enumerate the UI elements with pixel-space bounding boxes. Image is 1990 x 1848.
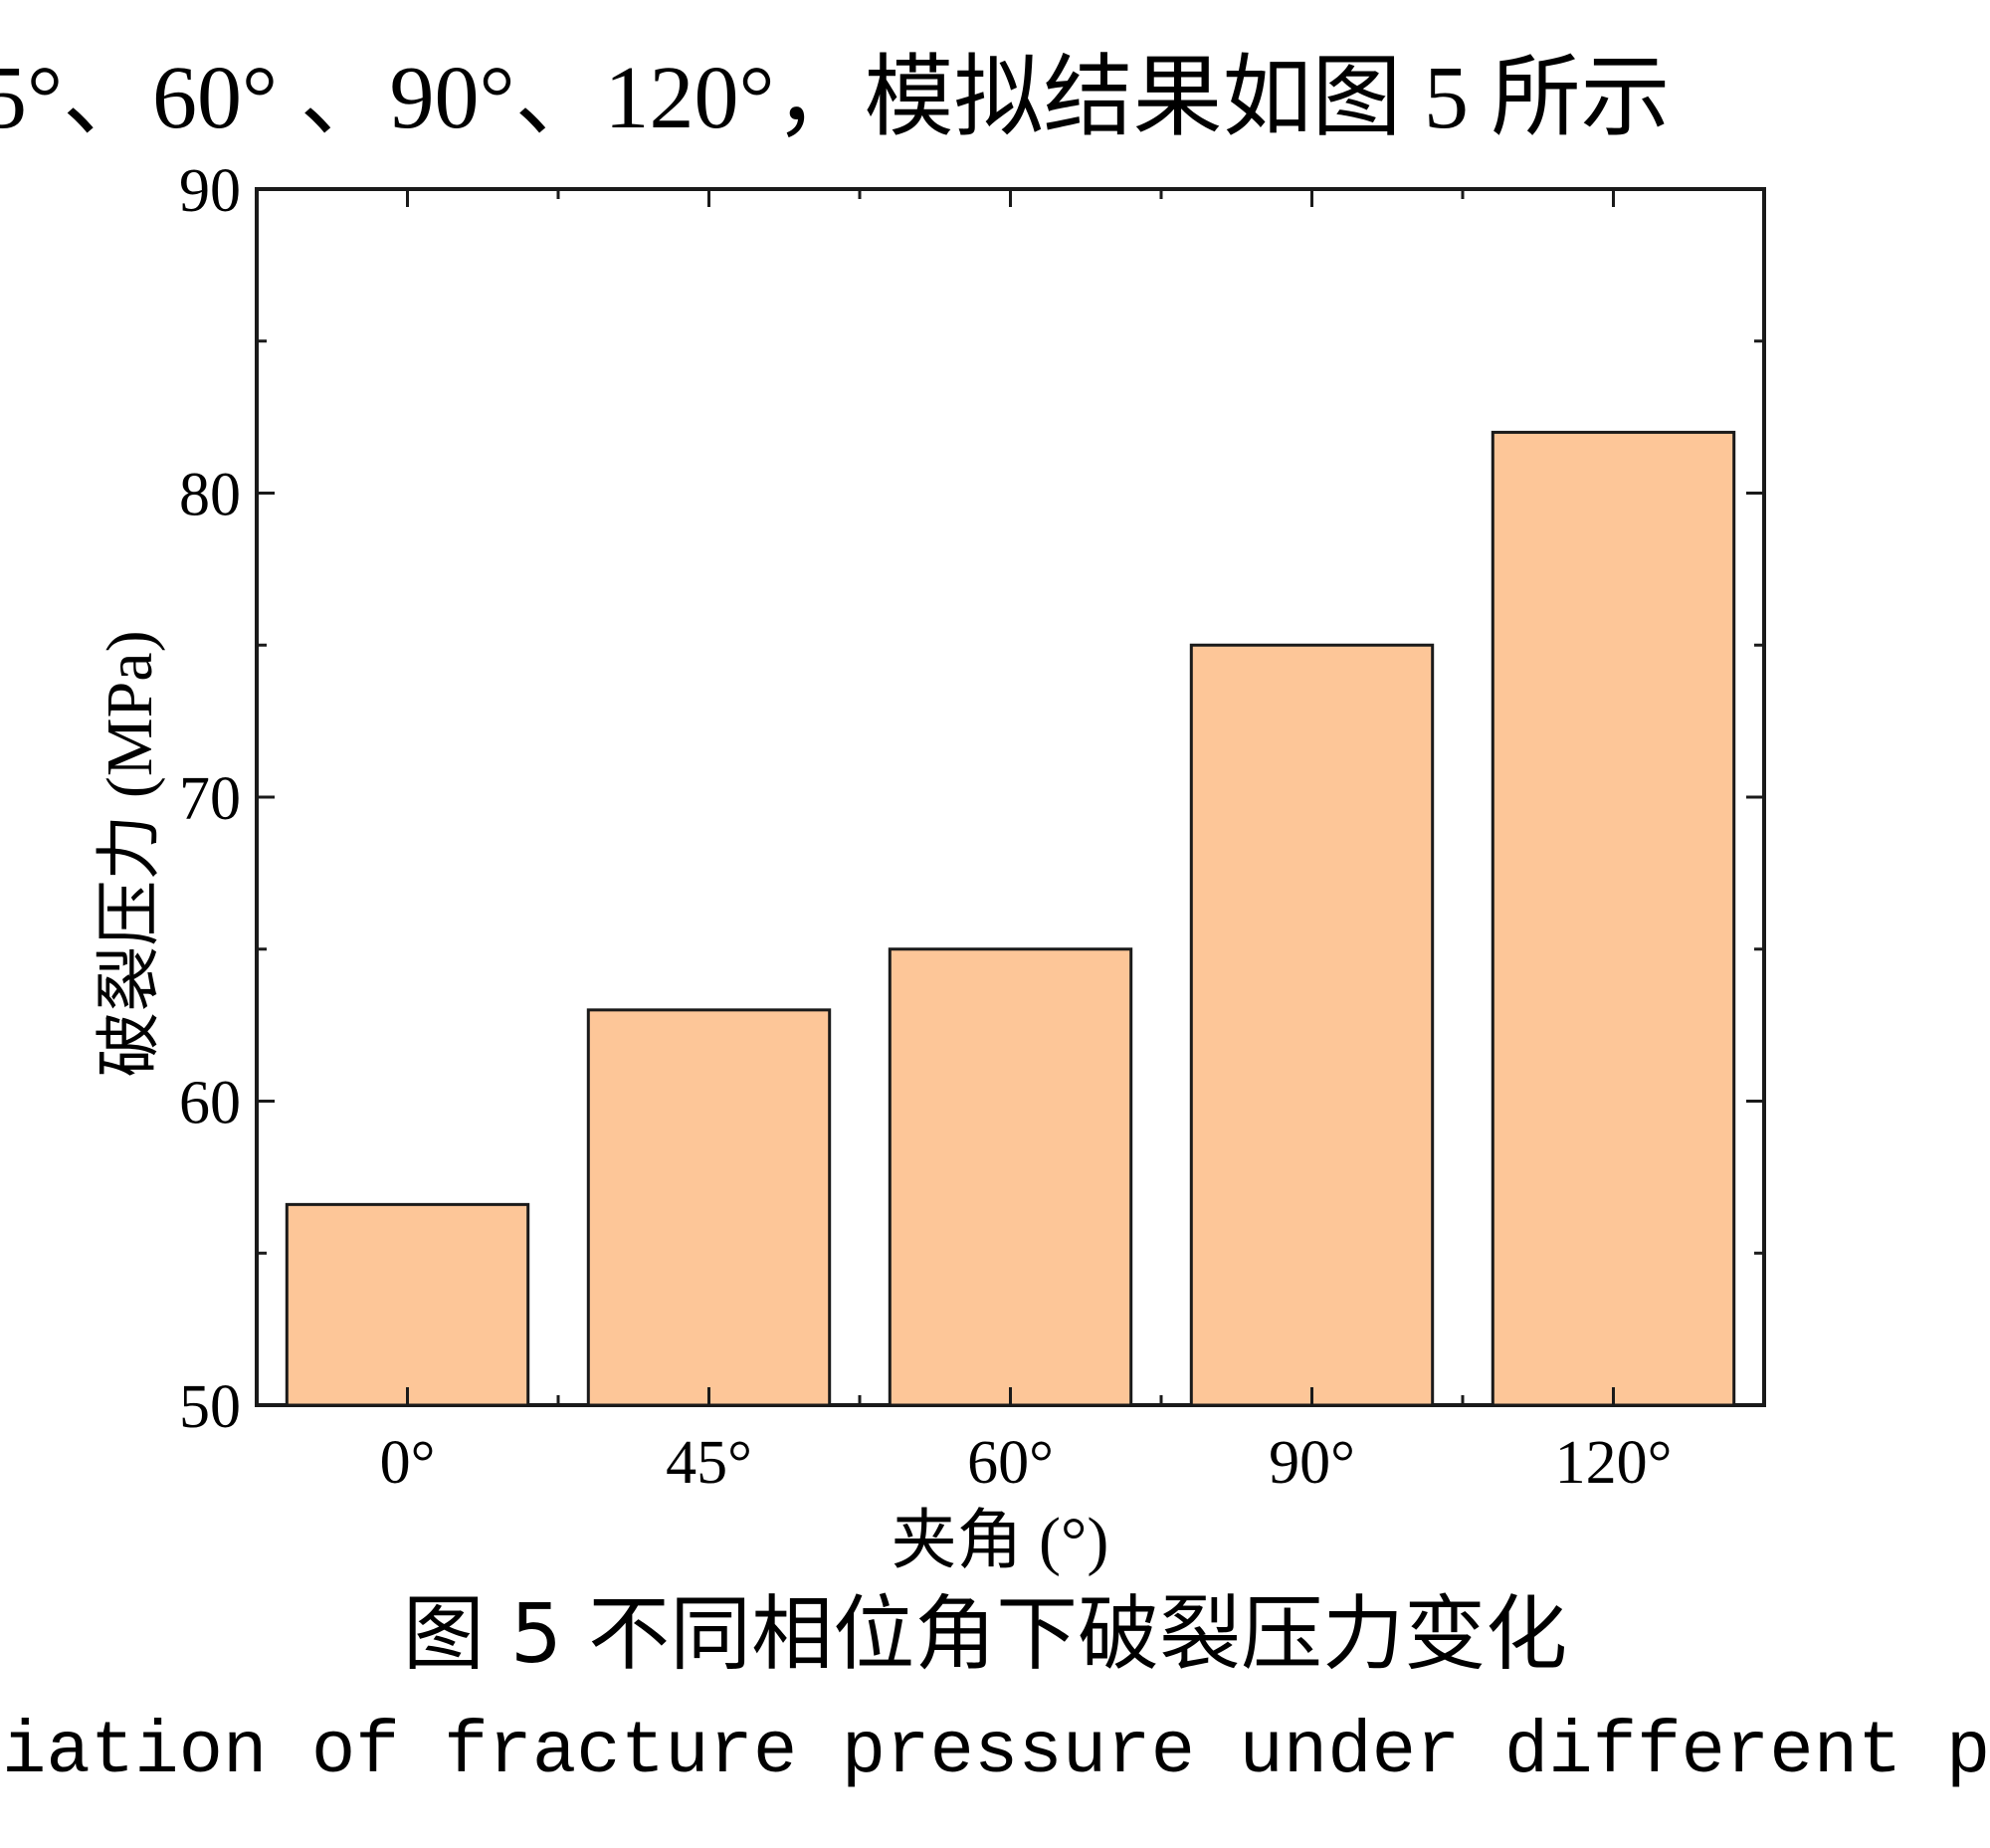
bars-group: [285, 430, 1736, 1407]
x-axis-ticks: 0° 45° 60° 90° 120°: [380, 189, 1673, 1497]
figure-caption-en: iation of fracture pressure under differ…: [2, 1711, 1990, 1794]
figure-caption-cn: 图 5 不同相位角下破裂压力变化: [403, 1587, 1567, 1682]
y-axis-ticks: 50 60 70 80 90: [179, 157, 1764, 1441]
bar-2: [888, 947, 1133, 1407]
x-tick-label-4: 120°: [1555, 1429, 1673, 1497]
bar-3: [1189, 643, 1435, 1407]
bar-0: [285, 1202, 530, 1407]
y-tick-label-0: 50: [179, 1373, 241, 1441]
x-tick-label-2: 60°: [967, 1429, 1054, 1497]
y-axis-label: 破裂压力 (MPa): [94, 630, 166, 1077]
y-tick-label-1: 60: [179, 1070, 241, 1137]
bar-4: [1491, 430, 1736, 1407]
x-tick-label-1: 45°: [666, 1429, 752, 1497]
x-tick-label-3: 90°: [1269, 1429, 1355, 1497]
y-tick-label-4: 90: [179, 157, 241, 225]
top-body-text: 5°、60° 、90°、120°，模拟结果如图 5 所示: [0, 49, 1670, 147]
y-tick-label-2: 70: [179, 765, 241, 833]
bar-1: [586, 1008, 832, 1407]
x-axis-label: 夹角 (°): [892, 1505, 1109, 1577]
x-tick-label-0: 0°: [380, 1429, 436, 1497]
y-tick-label-3: 80: [179, 462, 241, 529]
